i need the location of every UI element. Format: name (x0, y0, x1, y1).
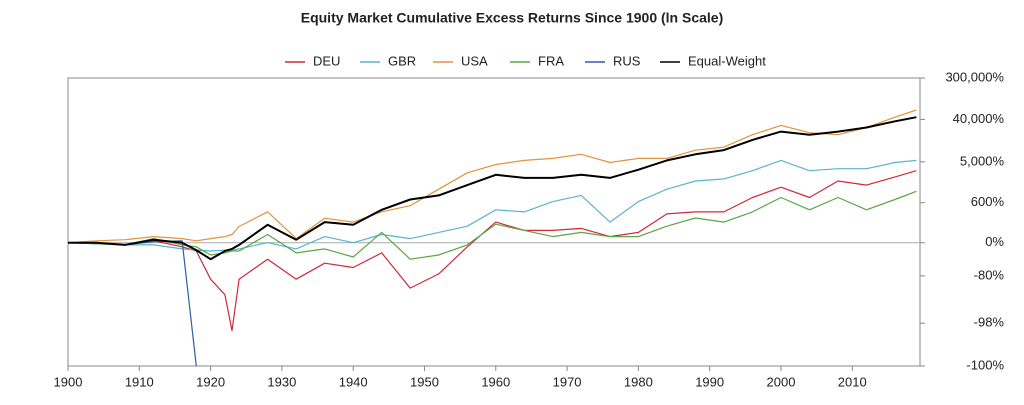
series-line (68, 170, 917, 332)
x-tick-label: 1940 (339, 374, 368, 389)
x-tick-label: 1900 (54, 374, 83, 389)
legend-label: DEU (313, 53, 340, 68)
x-tick-label: 1910 (125, 374, 154, 389)
y-tick-label: 600% (971, 194, 1005, 209)
y-tick-label: 300,000% (945, 69, 1004, 84)
legend-label: Equal-Weight (688, 53, 766, 68)
y-tick-label: 5,000% (960, 153, 1005, 168)
series-line (67, 190, 917, 260)
x-tick-label: 1960 (481, 374, 510, 389)
series-line (67, 159, 917, 252)
series-line (67, 109, 917, 244)
x-tick-label: 1920 (196, 374, 225, 389)
x-tick-label: 1930 (267, 374, 296, 389)
series-line (68, 116, 917, 261)
chart-title: Equity Market Cumulative Excess Returns … (301, 10, 724, 26)
legend-label: FRA (538, 53, 564, 68)
x-tick-label: 1980 (624, 374, 653, 389)
legend-label: RUS (613, 53, 641, 68)
x-tick-label: 1950 (410, 374, 439, 389)
y-tick-label: -100% (966, 357, 1004, 372)
y-tick-label: 40,000% (953, 111, 1005, 126)
y-tick-label: -98% (974, 315, 1005, 330)
legend-label: USA (461, 53, 488, 68)
x-tick-label: 2000 (767, 374, 796, 389)
x-tick-label: 2010 (838, 374, 867, 389)
y-tick-label: 0% (985, 234, 1004, 249)
x-tick-label: 1970 (553, 374, 582, 389)
x-tick-label: 1990 (695, 374, 724, 389)
y-tick-label: -80% (974, 267, 1005, 282)
legend-label: GBR (388, 53, 416, 68)
series-line (68, 240, 197, 367)
plot-frame (67, 77, 921, 367)
